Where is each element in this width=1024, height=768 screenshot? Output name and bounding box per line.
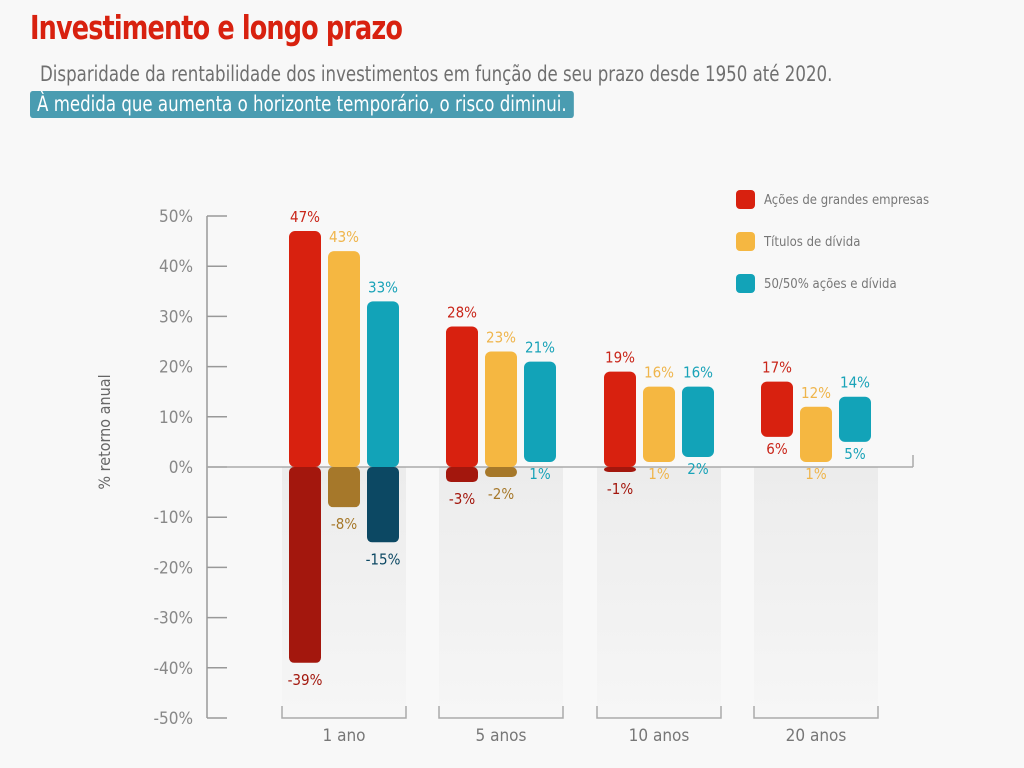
legend-swatch	[736, 232, 755, 251]
category-band	[754, 467, 878, 718]
category-bracket	[438, 706, 564, 719]
bar-negative	[289, 467, 321, 663]
legend-swatch	[736, 274, 755, 293]
category-bracket	[281, 706, 407, 719]
legend-swatch	[736, 190, 755, 209]
bar-negative	[604, 467, 636, 473]
max-label: 14%	[840, 374, 870, 392]
category-band	[597, 467, 721, 718]
min-label: -39%	[288, 671, 323, 689]
bar-range	[800, 406, 832, 462]
max-label: 43%	[329, 228, 359, 246]
min-label: -1%	[607, 480, 633, 498]
y-tick-label: -50%	[153, 709, 193, 729]
min-label: 1%	[805, 465, 827, 483]
y-tick-label: 10%	[159, 408, 193, 428]
min-label: -3%	[449, 490, 475, 508]
y-tick-label: -30%	[153, 609, 193, 629]
legend-label: 50/50% ações e dívida	[764, 277, 897, 292]
y-tick-label: 50%	[159, 207, 193, 227]
x-tick-label: 1 ano	[322, 726, 365, 746]
bar-negative	[328, 467, 360, 508]
min-label: 1%	[529, 465, 551, 483]
min-label: -15%	[366, 550, 401, 568]
highlight-note: À medida que aumenta o horizonte temporá…	[30, 91, 574, 118]
y-tick-label: 20%	[159, 358, 193, 378]
max-label: 33%	[368, 278, 398, 296]
max-label: 16%	[683, 364, 713, 382]
bar-range	[524, 361, 556, 462]
bar-positive	[367, 301, 399, 467]
y-axis-label: % retorno anual	[95, 374, 114, 489]
max-label: 12%	[801, 384, 831, 402]
bar-negative	[485, 467, 517, 478]
legend-label: Títulos de dívida	[763, 235, 860, 250]
max-label: 16%	[644, 364, 674, 382]
bar-positive	[446, 326, 478, 467]
legend-label: Ações de grandes empresas	[764, 193, 929, 208]
bar-positive	[328, 251, 360, 467]
y-tick-label: -40%	[153, 659, 193, 679]
x-tick-label: 20 anos	[786, 726, 847, 746]
category-band	[439, 467, 563, 718]
bar-positive	[604, 371, 636, 467]
min-label: -2%	[488, 485, 514, 503]
bar-negative	[367, 467, 399, 543]
page-title: Investimento e longo prazo	[30, 8, 403, 47]
x-tick-label: 10 anos	[629, 726, 690, 746]
y-tick-label: 40%	[159, 257, 193, 277]
y-tick-label: -10%	[153, 508, 193, 528]
min-label: 2%	[687, 460, 709, 478]
min-label: -8%	[331, 515, 357, 533]
y-tick-label: 0%	[169, 458, 193, 478]
max-label: 23%	[486, 329, 516, 347]
category-bracket	[596, 706, 722, 719]
min-label: 6%	[766, 440, 788, 458]
min-label: 1%	[648, 465, 670, 483]
bar-range	[839, 396, 871, 442]
bar-range	[761, 381, 793, 437]
category-bracket	[753, 706, 879, 719]
bar-negative	[446, 467, 478, 483]
y-tick-label: 30%	[159, 307, 193, 327]
max-label: 47%	[290, 208, 320, 226]
max-label: 28%	[447, 303, 477, 321]
page-subtitle: Disparidade da rentabilidade dos investi…	[40, 62, 833, 86]
max-label: 19%	[605, 349, 635, 367]
bar-positive	[289, 231, 321, 467]
min-label: 5%	[844, 445, 866, 463]
bar-range	[643, 386, 675, 462]
max-label: 17%	[762, 359, 792, 377]
bar-positive	[485, 351, 517, 467]
bar-range	[682, 386, 714, 457]
x-tick-label: 5 anos	[476, 726, 527, 746]
max-label: 21%	[525, 339, 555, 357]
y-tick-label: -20%	[153, 558, 193, 578]
